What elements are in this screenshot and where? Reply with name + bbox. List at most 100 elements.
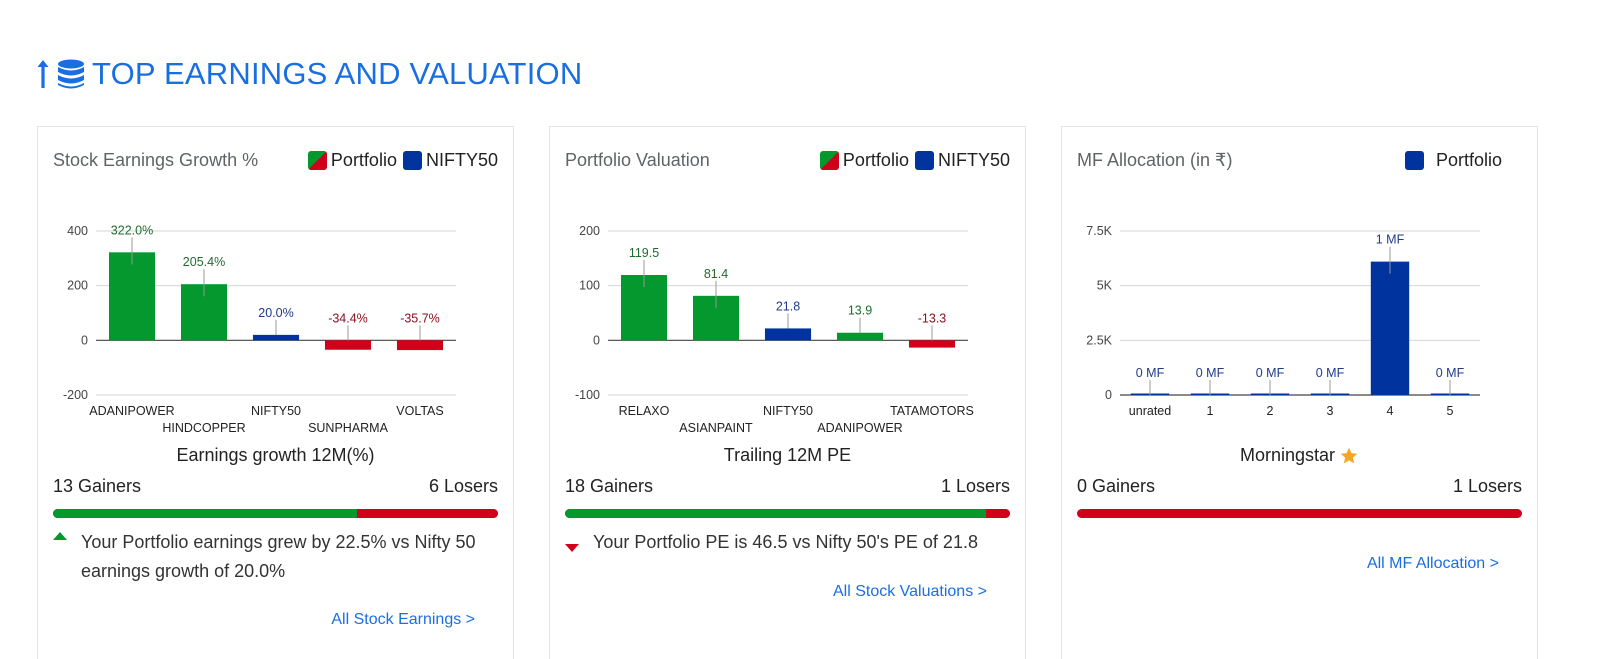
legend-swatch-nifty50 (402, 150, 422, 170)
y-tick-label: 7.5K (1086, 224, 1112, 238)
legend-item-portfolio: Portfolio (819, 149, 909, 171)
card-title: Stock Earnings Growth % (53, 149, 259, 170)
gainers-count: 18 Gainers (565, 476, 654, 496)
x-tick-label: RELAXO (619, 404, 670, 418)
x-tick-label: 2 (1267, 404, 1274, 418)
legend-swatch-portfolio (307, 150, 327, 170)
bar-voltas[interactable] (396, 340, 444, 351)
x-tick-label: ASIANPAINT (679, 421, 753, 435)
legend-label: Portfolio (330, 149, 397, 170)
data-label: 1 MF (1376, 233, 1405, 247)
x-tick-label: SUNPHARMA (308, 421, 389, 435)
y-tick-label: -100 (575, 388, 600, 402)
data-label: 205.4% (183, 255, 225, 269)
x-tick-label: 3 (1327, 404, 1334, 418)
bar-sunpharma[interactable] (324, 340, 372, 350)
losers-count: 1 Losers (940, 476, 1010, 496)
bar-nifty50[interactable] (252, 334, 300, 341)
triangle-down-icon (565, 528, 593, 557)
legend-label: NIFTY50 (937, 149, 1010, 170)
y-tick-label: 200 (67, 279, 88, 293)
gainers-count: 0 Gainers (1077, 476, 1156, 496)
y-tick-label: 0 (593, 333, 600, 347)
x-tick-label: ADANIPOWER (89, 404, 174, 418)
insight-text: Your Portfolio earnings grew by 22.5% vs… (53, 528, 498, 586)
y-tick-label: 5K (1097, 279, 1113, 293)
insight-text: Your Portfolio PE is 46.5 vs Nifty 50's … (565, 528, 1010, 557)
data-label: -34.4% (328, 311, 368, 325)
losers-count: 1 Losers (1452, 476, 1522, 496)
x-tick-label: ADANIPOWER (817, 421, 902, 435)
chart-caption-text: Trailing 12M PE (723, 445, 852, 465)
legend-item-portfolio: Portfolio (307, 149, 397, 171)
legend-item-nifty50: NIFTY50 (402, 149, 498, 171)
losers-bar-fill (986, 509, 1010, 518)
arrow-up-icon (37, 60, 49, 88)
chart-caption: Earnings growth 12M(%) (38, 445, 513, 466)
y-tick-label: 100 (579, 279, 600, 293)
legend-label: Portfolio (842, 149, 909, 170)
legend-label: NIFTY50 (425, 149, 498, 170)
bar-4[interactable] (1370, 261, 1410, 395)
x-tick-label: 1 (1207, 404, 1214, 418)
legend-item-portfolio: Portfolio (1404, 150, 1502, 171)
legend-swatch-portfolio (819, 150, 839, 170)
x-tick-label: NIFTY50 (251, 404, 301, 418)
database-icon (58, 59, 84, 89)
gainers-count: 13 Gainers (53, 476, 142, 496)
gainers-losers-bar (53, 509, 498, 518)
losers-bar-fill (1077, 509, 1522, 518)
gainers-losers-row: 0 Gainers 1 Losers (1077, 476, 1522, 497)
mf-allocation-chart: 0 2.5K 5K 7.5K 0 MF unrated 0 MF 1 0 MF 2 0 MF 3 1 M… (1086, 224, 1480, 418)
data-label: -35.7% (400, 311, 440, 325)
all-mf-allocation-link[interactable]: All MF Allocation > (1366, 555, 1499, 572)
data-label: 0 MF (1256, 366, 1285, 380)
x-tick-label: VOLTAS (396, 404, 443, 418)
triangle-up-icon (53, 528, 81, 586)
y-tick-label: 0 (1105, 388, 1112, 402)
earnings-growth-card: Stock Earnings Growth % Portfolio NIFTY5… (37, 126, 514, 659)
y-tick-label: -200 (63, 388, 88, 402)
data-label: 13.9 (848, 304, 872, 318)
chart-legend: Portfolio NIFTY50 (818, 150, 1010, 171)
data-label: 81.4 (704, 267, 728, 281)
data-label: 0 MF (1316, 366, 1345, 380)
x-tick-label: TATAMOTORS (890, 404, 974, 418)
gainers-bar-fill (53, 509, 358, 518)
legend-swatch-portfolio (1404, 150, 1424, 170)
y-tick-label: 2.5K (1086, 333, 1112, 347)
all-stock-valuations-link[interactable]: All Stock Valuations > (832, 583, 987, 600)
bar-tatamotors[interactable] (908, 340, 956, 348)
data-label: 20.0% (258, 306, 293, 320)
data-label: 322.0% (111, 223, 153, 237)
data-label: 119.5 (629, 246, 659, 260)
data-label: 0 MF (1136, 366, 1165, 380)
chart-caption: Trailing 12M PE (550, 445, 1025, 466)
gainers-losers-row: 18 Gainers 1 Losers (565, 476, 1010, 497)
losers-bar-fill (357, 509, 498, 518)
x-tick-label: HINDCOPPER (162, 421, 245, 435)
card-title: Portfolio Valuation (565, 149, 710, 170)
losers-count: 6 Losers (428, 476, 498, 496)
mf-allocation-card: MF Allocation (in ₹) Portfolio 0 2.5K 5K 7.… (1061, 126, 1538, 659)
chart-caption: Morningstar (1062, 445, 1537, 466)
gainers-losers-row: 13 Gainers 6 Losers (53, 476, 498, 497)
gainers-losers-bar (1077, 509, 1522, 518)
bar-adanipower[interactable] (836, 332, 884, 341)
x-tick-label: 5 (1447, 404, 1454, 418)
x-tick-label: unrated (1129, 404, 1171, 418)
portfolio-valuation-chart: -100 0 100 200 119.5 RELAXO 81.4 ASIANPAINT 21.8… (575, 224, 974, 435)
chart-legend: Portfolio (1403, 150, 1502, 171)
legend-item-nifty50: NIFTY50 (914, 149, 1010, 171)
data-label: 21.8 (776, 299, 800, 313)
earnings-growth-chart: -200 0 200 400 322.0% ADANIPOWER 205.4% HINDCOP… (63, 223, 456, 435)
bar-nifty50[interactable] (764, 328, 812, 341)
bar-adanipower[interactable] (108, 252, 156, 341)
all-stock-earnings-link[interactable]: All Stock Earnings > (331, 611, 475, 628)
card-header: Stock Earnings Growth % Portfolio NIFTY5… (53, 147, 498, 173)
data-label: -13.3 (918, 311, 947, 325)
card-title: MF Allocation (in ₹) (1077, 149, 1233, 170)
y-tick-label: 200 (579, 224, 600, 238)
section-title: TOP EARNINGS AND VALUATION (92, 56, 583, 91)
x-tick-label: NIFTY50 (763, 404, 813, 418)
